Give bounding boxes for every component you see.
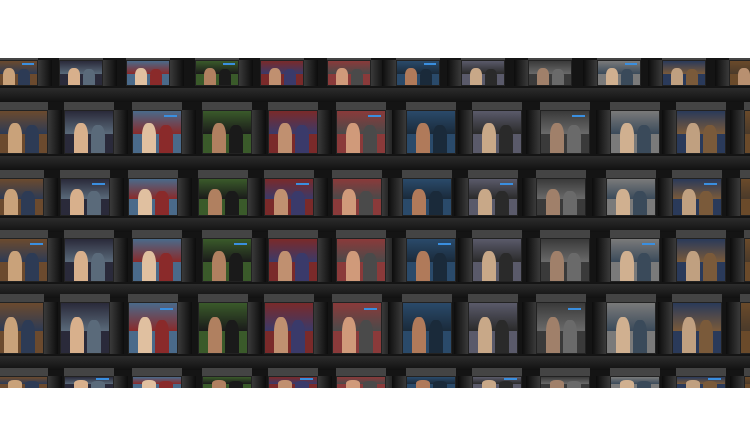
photo-tile: [0, 102, 62, 154]
photo-tile: [514, 58, 572, 86]
photo-tile: [0, 170, 58, 216]
photo-tile: [59, 58, 117, 86]
photo-tile: [332, 294, 396, 354]
photo-tile: [730, 368, 750, 388]
photo-tile: [658, 294, 722, 354]
photo-tile: [202, 102, 266, 154]
photo-tile: [268, 368, 332, 388]
photo-tile: [264, 170, 328, 216]
photo-tile: [132, 230, 196, 282]
photo-tile: [327, 58, 385, 86]
photo-tile: [662, 230, 726, 282]
photo-tile: [458, 368, 522, 388]
photo-tile: [526, 102, 590, 154]
photo-tile: [458, 230, 522, 282]
photo-tile: [202, 230, 266, 282]
photo-tile: [198, 294, 262, 354]
photo-tile: [132, 368, 196, 388]
photo-tile: [583, 58, 641, 86]
photo-tile: [264, 294, 328, 354]
photo-tile: [458, 102, 522, 154]
photo-tile: [268, 102, 332, 154]
photo-tile: [522, 170, 586, 216]
photo-tile: [332, 170, 396, 216]
photo-tile: [392, 230, 456, 282]
photo-tile: [392, 368, 456, 388]
photo-tile: [447, 58, 505, 86]
photo-tile: [126, 58, 184, 86]
photo-tile: [268, 230, 332, 282]
photo-tile: [392, 102, 456, 154]
photo-tile: [64, 102, 128, 154]
photo-tile: [64, 368, 128, 388]
photo-tile: [726, 170, 750, 216]
photo-tile: [592, 170, 656, 216]
photo-tile: [658, 170, 722, 216]
photo-tile: [526, 230, 590, 282]
shelf-floor: [0, 356, 750, 370]
photo-tile: [260, 58, 318, 86]
photo-tile: [454, 294, 518, 354]
caption-text: The Impe: [0, 0, 1, 1]
photo-tile: [0, 294, 58, 354]
photo-tile: [730, 102, 750, 154]
photo-tile: [592, 294, 656, 354]
photo-tile: [662, 368, 726, 388]
photo-tile: [0, 368, 62, 388]
photo-tile: [64, 230, 128, 282]
photo-tile: [715, 58, 750, 86]
shelf-floor: [0, 218, 750, 232]
photo-tile: [382, 58, 440, 86]
photo-tile: [198, 170, 262, 216]
photo-tile: [60, 170, 124, 216]
photo-tile: [730, 230, 750, 282]
photo-tile: [0, 58, 52, 86]
photo-tile: [596, 102, 660, 154]
photo-tile: [522, 294, 586, 354]
photo-tile: [726, 294, 750, 354]
photo-tile: [202, 368, 266, 388]
photo-tile: [128, 170, 192, 216]
photo-tile: [60, 294, 124, 354]
photo-wall: [0, 58, 750, 388]
shelf-floor: [0, 156, 750, 170]
photo-tile: [336, 368, 400, 388]
photo-tile: [195, 58, 253, 86]
photo-tile: [0, 230, 62, 282]
photo-tile: [336, 102, 400, 154]
shelf-floor: [0, 88, 750, 102]
photo-tile: [388, 170, 452, 216]
photo-tile: [132, 102, 196, 154]
photo-tile: [526, 368, 590, 388]
photo-tile: [662, 102, 726, 154]
photo-tile: [596, 230, 660, 282]
photo-tile: [388, 294, 452, 354]
photo-tile: [648, 58, 706, 86]
photo-tile: [128, 294, 192, 354]
photo-tile: [336, 230, 400, 282]
photo-tile: [454, 170, 518, 216]
photo-tile: [596, 368, 660, 388]
